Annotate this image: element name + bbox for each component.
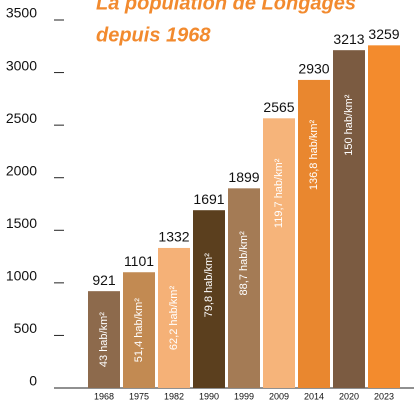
value-label: 3259 bbox=[368, 26, 399, 42]
density-label: 62,2 hab/km² bbox=[168, 286, 180, 351]
bar bbox=[263, 118, 295, 389]
density-label: 150 hab/km² bbox=[343, 94, 355, 155]
y-tick-label: 1000 bbox=[6, 268, 37, 284]
y-tick-label: 2500 bbox=[6, 110, 37, 126]
x-tick-label: 1990 bbox=[199, 391, 219, 401]
x-tick-label: 2023 bbox=[374, 391, 394, 401]
value-label: 2565 bbox=[263, 99, 294, 115]
x-tick-label: 1982 bbox=[164, 391, 184, 401]
density-label: 51,4 hab/km² bbox=[133, 298, 145, 363]
value-label: 1691 bbox=[193, 191, 224, 207]
y-tick-label: 2000 bbox=[6, 162, 37, 178]
value-label: 1101 bbox=[124, 253, 154, 269]
y-tick-label: 1500 bbox=[6, 215, 37, 231]
chart-subtitle: depuis 1968 bbox=[96, 24, 211, 46]
x-tick-label: 2020 bbox=[339, 391, 359, 401]
bar bbox=[158, 247, 190, 388]
bar bbox=[228, 188, 260, 388]
density-label: 79,8 hab/km² bbox=[203, 253, 215, 318]
bar bbox=[88, 291, 120, 388]
density-label: 136,8 hab/km² bbox=[308, 119, 320, 190]
x-tick-label: 1999 bbox=[234, 391, 254, 401]
chart-title: La population de Longages bbox=[96, 0, 356, 14]
x-tick-label: 2009 bbox=[269, 391, 289, 401]
density-label: 88,7 hab/km² bbox=[238, 231, 250, 296]
x-tick-label: 2014 bbox=[304, 391, 324, 401]
x-tick-label: 1975 bbox=[129, 391, 149, 401]
y-tick-label: 3000 bbox=[6, 57, 37, 73]
bar bbox=[368, 45, 400, 389]
density-label: 119,7 hab/km² bbox=[273, 158, 285, 228]
value-label: 1899 bbox=[228, 169, 259, 185]
value-label: 2930 bbox=[298, 61, 329, 77]
bar bbox=[123, 272, 155, 388]
value-label: 1332 bbox=[158, 229, 189, 245]
bar bbox=[333, 50, 365, 389]
bar bbox=[193, 210, 225, 388]
x-tick-label: 1968 bbox=[94, 391, 114, 401]
bar bbox=[298, 79, 330, 388]
value-label: 921 bbox=[92, 272, 116, 288]
density-label: 43 hab/km² bbox=[98, 312, 110, 367]
y-tick-label: 3500 bbox=[6, 5, 37, 21]
value-label: 3213 bbox=[333, 31, 364, 47]
y-tick-label: 0 bbox=[29, 373, 37, 389]
y-tick-label: 500 bbox=[14, 320, 38, 336]
